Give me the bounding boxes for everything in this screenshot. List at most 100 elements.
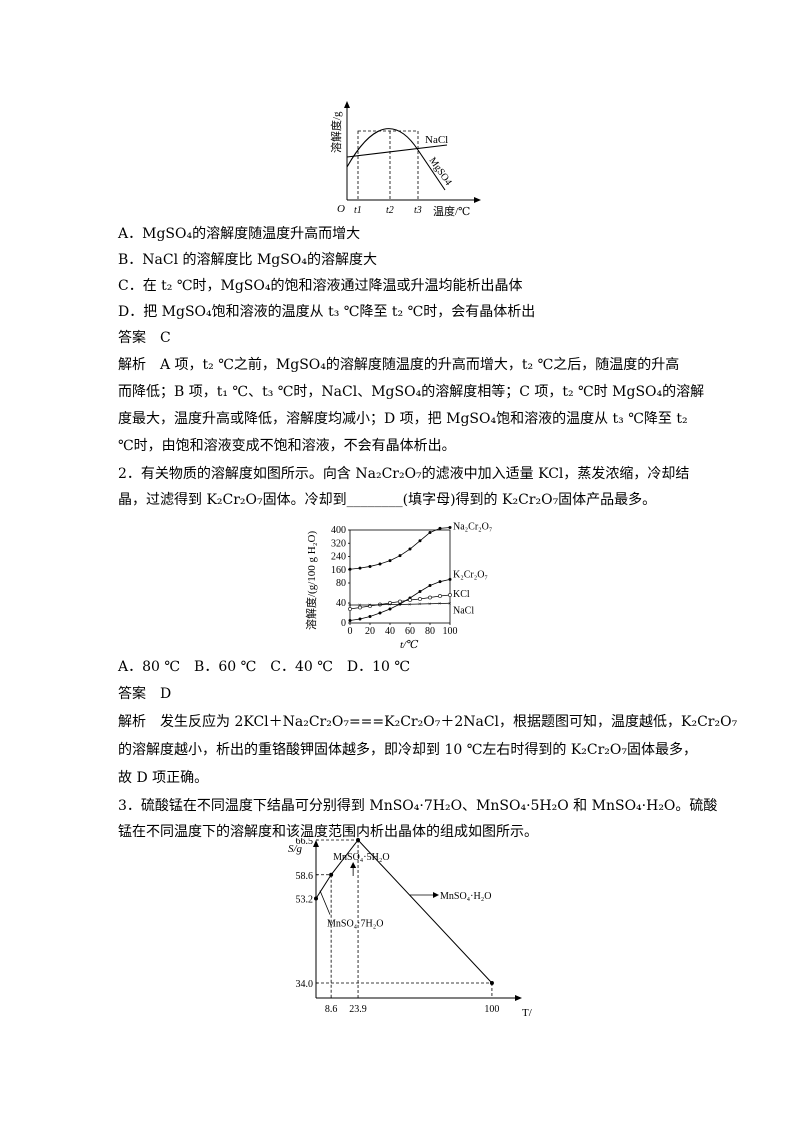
chart2-point — [398, 554, 402, 558]
chart2-ylabel: 溶解度/(g/100 g H₂O) — [305, 531, 318, 630]
chart3-ytick-label: 53.2 — [296, 895, 314, 906]
chart2-ytick-label: 320 — [331, 538, 346, 549]
chart2-point — [428, 595, 432, 600]
q2-analysis-3: 故 D 项正确。 — [118, 770, 209, 786]
chart2-point — [448, 526, 452, 530]
chart2-point — [438, 580, 442, 584]
chart2-point: × — [398, 603, 401, 609]
chart2-point — [418, 539, 422, 543]
chart2-point: × — [448, 601, 451, 607]
q2-stem-1: 2．有关物质的溶解度如图所示。向含 Na₂Cr₂O₇的滤液中加入适量 KCl，蒸… — [118, 466, 690, 482]
chart-mgso4-nacl: 溶解度/g NaCl MgSO4 O t1 t2 t3 温度/℃ — [329, 101, 481, 218]
chart2-xtick-label: 100 — [443, 626, 458, 637]
chart2-point: × — [358, 603, 361, 609]
chart2-series-label: NaCl — [453, 605, 474, 616]
origin-label: O — [337, 203, 345, 215]
chart3-xtick-label: 23.9 — [349, 1004, 367, 1015]
chart2-series-line — [350, 602, 451, 606]
chart2-point — [428, 530, 432, 534]
chart3-label-h2o: MnSO₄·H₂O — [440, 891, 491, 902]
chart2-point — [398, 599, 402, 604]
chart2-point — [348, 567, 352, 571]
q2-analysis-2: 的溶解度越小，析出的重铬酸钾固体越多，即冷却到 10 ℃左右时得到的 K₂Cr₂… — [118, 742, 698, 758]
chart2-point — [368, 564, 372, 568]
q2-answer: 答案 D — [118, 686, 172, 702]
q1-analysis-1: 解析 A 项，t₂ ℃之前，MgSO₄的溶解度随温度的升高而增大，t₂ ℃之后，… — [118, 357, 680, 373]
q1-analysis-3: 度最大，温度升高或降低，溶解度均减小；D 项，把 MgSO₄饱和溶液的温度从 t… — [118, 411, 688, 427]
chart2-ytick-label: 400 — [331, 525, 346, 536]
chart2-series-line — [349, 527, 451, 570]
chart2-point — [358, 605, 362, 610]
chart1-xlabel: 温度/℃ — [433, 204, 470, 218]
chart2-point — [418, 590, 422, 593]
tick-t1: t1 — [354, 205, 362, 216]
chart2-xtick-label: 60 — [405, 626, 415, 637]
chart3-arrowhead — [433, 892, 439, 898]
chart3-label-5h2o: MnSO₄·5H₂O — [333, 852, 389, 863]
chart3-ytick-label: 58.6 — [296, 871, 314, 882]
chart2-point — [348, 607, 352, 611]
chart2-series-label: K₂Cr₂O₇ — [453, 569, 488, 580]
chart2-point: × — [368, 603, 371, 609]
chart3-xlabel: T/℃ — [522, 1007, 532, 1019]
chart2-point: × — [418, 602, 421, 608]
chart3-ytick-label: 34.0 — [296, 979, 314, 990]
chart2-point — [358, 566, 362, 570]
chart2-point: × — [378, 603, 381, 609]
nacl-label: NaCl — [425, 134, 448, 146]
chart2-point — [408, 598, 412, 602]
chart2-xlabel: t/℃ — [400, 639, 419, 651]
q1-option-d: D．把 MgSO₄饱和溶液的温度从 t₃ ℃降至 t₂ ℃时，会有晶体析出 — [118, 304, 536, 320]
chart2-xtick-label: 0 — [348, 626, 353, 637]
mgso4-curve — [346, 128, 446, 191]
nacl-curve — [346, 144, 448, 158]
chart3-point — [314, 896, 318, 901]
chart2-point — [378, 562, 382, 566]
q1-option-c: C．在 t₂ ℃时，MgSO₄的饱和溶液通过降温或升温均能析出晶体 — [118, 278, 523, 294]
chart1-ylabel: 溶解度/g — [329, 111, 343, 153]
q2-options: A．80 ℃ B．60 ℃ C．40 ℃ D．10 ℃ — [118, 659, 411, 675]
chart3-x-arrow — [515, 995, 522, 1001]
chart3-solubility-line — [315, 839, 493, 984]
q1-option-b: B．NaCl 的溶解度比 MgSO₄的溶解度大 — [118, 252, 377, 268]
q3-stem-1: 3．硫酸锰在不同温度下结晶可分别得到 MnSO₄·7H₂O、MnSO₄·5H₂O… — [118, 798, 718, 814]
chart2-point — [348, 619, 352, 622]
chart2-point — [428, 584, 432, 587]
chart2-point — [408, 547, 412, 551]
chart2-ytick-label: 240 — [331, 552, 346, 563]
chart3-y-arrow — [313, 840, 319, 847]
tick-t3: t3 — [414, 205, 422, 216]
chart2-point — [358, 617, 362, 621]
chart2-ytick-label: 0 — [341, 618, 346, 629]
chart3-ytick-label: 66.5 — [296, 838, 314, 847]
chart2-series-label: Na₂Cr₂O₇ — [453, 522, 492, 533]
chart-mnso4-solubility: S/g T/℃ 66.5 58.6 53.2 34.0 8.6 23.9 100 MnSO₄·5… — [288, 838, 532, 1019]
chart2-point — [388, 607, 392, 611]
chart2-point — [418, 597, 422, 601]
chart2-xtick-label: 40 — [385, 626, 395, 637]
q1-analysis-4: ℃时，由饱和溶液变成不饱和溶液，不会有晶体析出。 — [118, 438, 456, 454]
chart2-point — [448, 593, 452, 597]
chart2-point: × — [408, 602, 411, 608]
q2-stem-2: 晶，过滤得到 K₂Cr₂O₇固体。冷却到________(填字母)得到的 K₂C… — [118, 492, 657, 508]
chart-dichromate-solubility: 溶解度/(g/100 g H₂O) t/℃ × × × × × × × × × × × 0 40 80 1… — [305, 522, 492, 651]
chart2-point: × — [438, 602, 441, 608]
chart3-label-7h2o: MnSO₄·7H₂O — [327, 919, 383, 930]
q1-option-a: A．MgSO₄的溶解度随温度升高而增大 — [118, 226, 361, 242]
chart2-series-label: KCl — [453, 589, 470, 600]
chart3-xtick-label: 100 — [484, 1004, 499, 1015]
chart2-point — [448, 577, 452, 581]
chart2-point — [368, 615, 372, 618]
q1-analysis-2: 而降低；B 项，t₁ ℃、t₃ ℃时，NaCl、MgSO₄的溶解度相等；C 项，… — [118, 384, 705, 400]
q3-stem-2: 锰在不同温度下的溶解度和该温度范围内析出晶体的组成如图所示。 — [118, 824, 538, 840]
chart2-ytick-label: 40 — [336, 598, 346, 609]
tick-t2: t2 — [386, 205, 394, 216]
chart3-arrowhead — [350, 862, 357, 868]
chart2-xtick-label: 80 — [425, 626, 435, 637]
chart2-ytick-label: 160 — [331, 565, 346, 576]
chart2-frame — [349, 529, 451, 624]
chart2-point — [388, 559, 392, 563]
chart2-point — [438, 526, 442, 530]
chart2-point: × — [428, 602, 431, 608]
q1-answer: 答案 C — [118, 330, 171, 346]
